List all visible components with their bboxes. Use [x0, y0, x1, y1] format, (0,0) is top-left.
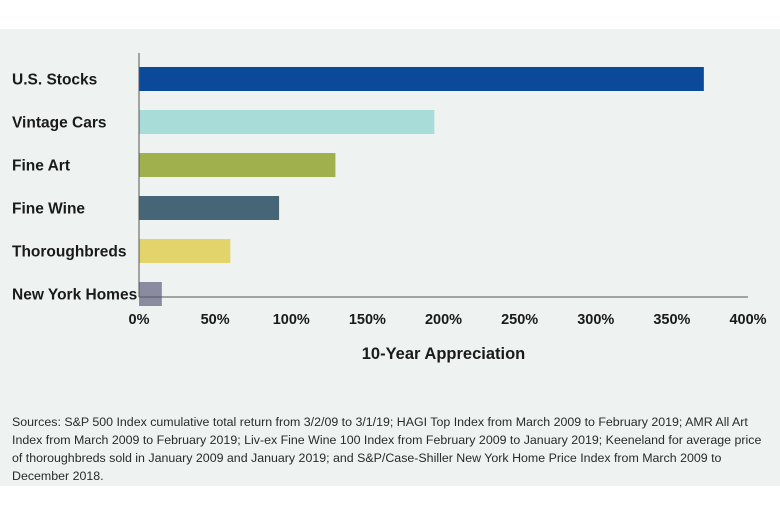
x-tick-label: 250% — [501, 312, 538, 328]
bar-thoroughbreds — [139, 239, 231, 263]
x-tick-label: 200% — [425, 312, 462, 328]
x-axis-ticks: 0% 50% 100% 150% 200% 250% 300% 350% 400% — [129, 312, 767, 328]
x-tick-label: 300% — [577, 312, 614, 328]
bar-chart: U.S. Stocks Vintage Cars Fine Art Fine Wine… — [12, 53, 767, 363]
bar-fine-art — [139, 153, 336, 177]
x-tick-label: 150% — [349, 312, 386, 328]
x-tick-label: 0% — [129, 312, 150, 328]
bar-vintage-cars — [139, 110, 435, 134]
category-label-new-york-homes: New York Homes — [12, 287, 137, 304]
x-axis-title: 10-Year Appreciation — [362, 345, 526, 363]
category-label-vintage-cars: Vintage Cars — [12, 115, 106, 132]
category-label-fine-art: Fine Art — [12, 158, 70, 175]
x-tick-label: 350% — [653, 312, 690, 328]
x-tick-label: 400% — [729, 312, 766, 328]
x-tick-label: 100% — [273, 312, 310, 328]
bars-group — [139, 67, 704, 306]
x-tick-label: 50% — [201, 312, 230, 328]
bar-new-york-homes — [139, 282, 162, 306]
bar-fine-wine — [139, 196, 280, 220]
category-label-thoroughbreds: Thoroughbreds — [12, 244, 127, 261]
category-label-fine-wine: Fine Wine — [12, 201, 85, 218]
source-note: Sources: S&P 500 Index cumulative total … — [12, 415, 762, 483]
bar-u-s-stocks — [139, 67, 704, 91]
category-label-u-s-stocks: U.S. Stocks — [12, 72, 97, 89]
category-labels: U.S. Stocks Vintage Cars Fine Art Fine Wine… — [12, 72, 137, 304]
chart-panel: U.S. Stocks Vintage Cars Fine Art Fine Wine… — [0, 29, 780, 486]
